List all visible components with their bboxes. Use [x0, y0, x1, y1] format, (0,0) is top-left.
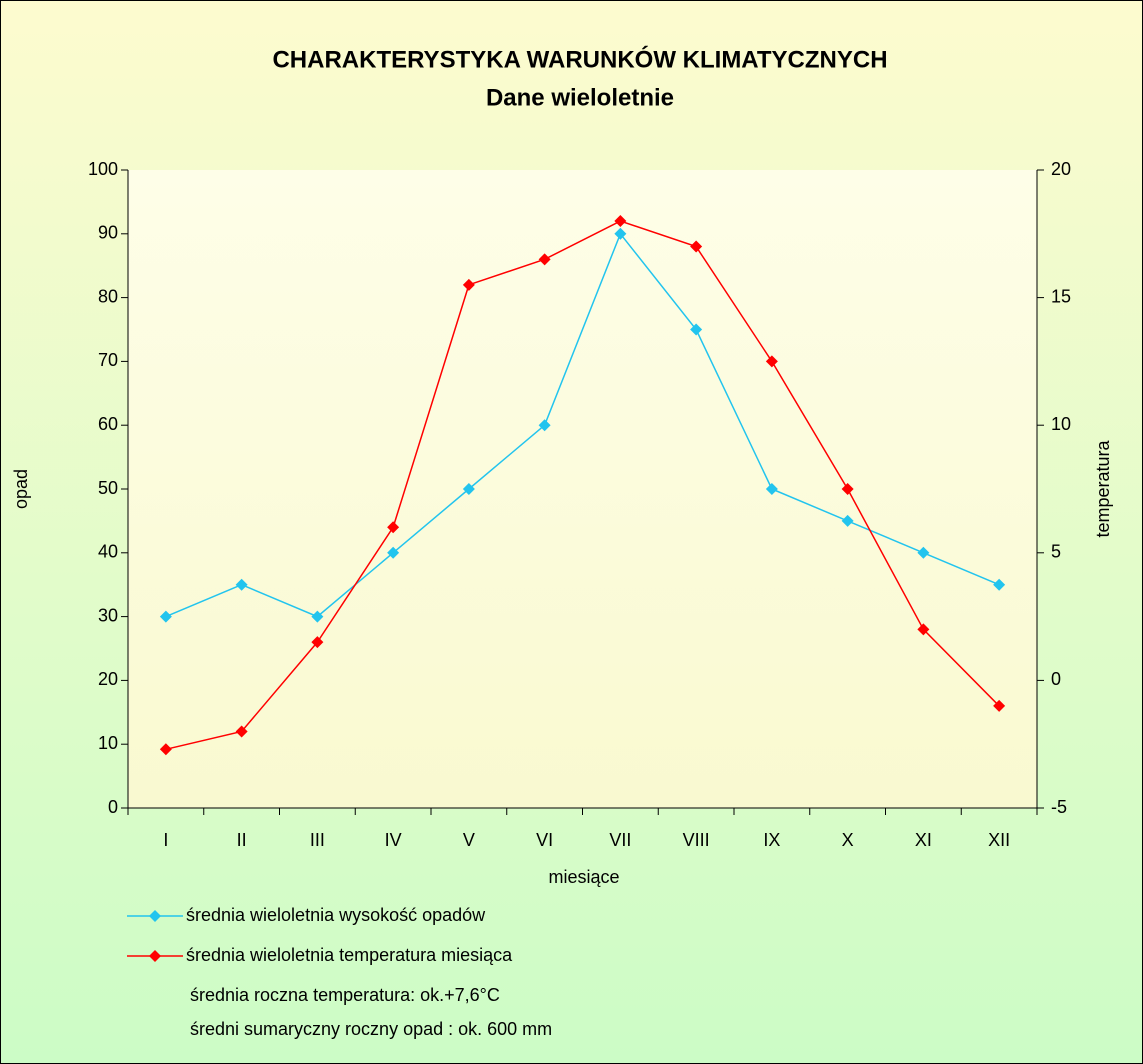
- y-tick-label: 50: [98, 478, 118, 498]
- y-tick-label: 40: [98, 542, 118, 562]
- x-tick-label: XII: [988, 830, 1010, 850]
- legend-label: średnia wieloletnia temperatura miesiąca: [186, 945, 513, 965]
- data-point: [917, 623, 930, 636]
- data-point: [159, 743, 172, 756]
- data-point: [235, 725, 248, 738]
- y-tick-label: 30: [98, 605, 118, 625]
- data-point: [462, 483, 475, 495]
- data-point: [765, 483, 778, 495]
- y-tick-label: 0: [108, 797, 118, 817]
- chart-title: CHARAKTERYSTYKA WARUNKÓW KLIMATYCZNYCH: [272, 45, 887, 73]
- x-tick-label: II: [237, 830, 247, 850]
- data-point: [311, 636, 324, 649]
- x-axis-label: miesiące: [548, 867, 619, 887]
- y2-tick-label: 20: [1051, 159, 1071, 179]
- legend-label: średnia wieloletnia wysokość opadów: [186, 905, 486, 925]
- legend-marker: [149, 950, 161, 962]
- data-point: [841, 514, 854, 527]
- y2-axis-label: temperatura: [1093, 439, 1113, 537]
- legend-marker: [149, 910, 161, 922]
- x-tick-label: IV: [385, 830, 402, 850]
- data-point: [993, 578, 1006, 591]
- data-point: [841, 483, 854, 495]
- y2-tick-label: 15: [1051, 286, 1071, 306]
- data-point: [311, 610, 324, 623]
- y-tick-label: 80: [98, 286, 118, 306]
- note: średni sumaryczny roczny opad : ok. 600 …: [190, 1019, 552, 1039]
- x-tick-label: X: [842, 830, 854, 850]
- data-point: [993, 699, 1006, 712]
- data-point: [387, 546, 400, 559]
- data-point: [614, 215, 627, 228]
- x-tick-label: VIII: [683, 830, 710, 850]
- y-tick-label: 20: [98, 669, 118, 689]
- x-tick-label: IX: [763, 830, 780, 850]
- x-tick-label: I: [163, 830, 168, 850]
- x-tick-label: VII: [609, 830, 631, 850]
- y2-tick-label: 0: [1051, 669, 1061, 689]
- y2-tick-label: -5: [1051, 797, 1067, 817]
- y-axis-label: opad: [11, 469, 31, 509]
- data-point: [765, 355, 778, 368]
- data-point: [538, 253, 551, 266]
- data-point: [614, 227, 627, 240]
- data-point: [917, 546, 930, 559]
- y-tick-label: 100: [88, 159, 118, 179]
- y-tick-label: 60: [98, 414, 118, 434]
- x-tick-label: V: [463, 830, 475, 850]
- data-point: [235, 578, 248, 591]
- x-tick-label: VI: [536, 830, 553, 850]
- plot-area: [128, 170, 1037, 808]
- data-point: [690, 323, 703, 336]
- y2-tick-label: 5: [1051, 542, 1061, 562]
- data-point: [538, 419, 551, 432]
- note: średnia roczna temperatura: ok.+7,6°C: [190, 985, 500, 1005]
- x-tick-label: XI: [915, 830, 932, 850]
- chart-subtitle: Dane wieloletnie: [486, 84, 674, 111]
- data-point: [462, 278, 475, 291]
- data-point: [159, 610, 172, 623]
- y-tick-label: 10: [98, 733, 118, 753]
- y2-tick-label: 10: [1051, 414, 1071, 434]
- series-line: [165, 220, 1000, 751]
- data-point: [690, 240, 703, 253]
- series-line: [165, 232, 1000, 618]
- y-tick-label: 90: [98, 223, 118, 243]
- x-tick-label: III: [310, 830, 325, 850]
- y-tick-label: 70: [98, 350, 118, 370]
- data-point: [387, 521, 400, 534]
